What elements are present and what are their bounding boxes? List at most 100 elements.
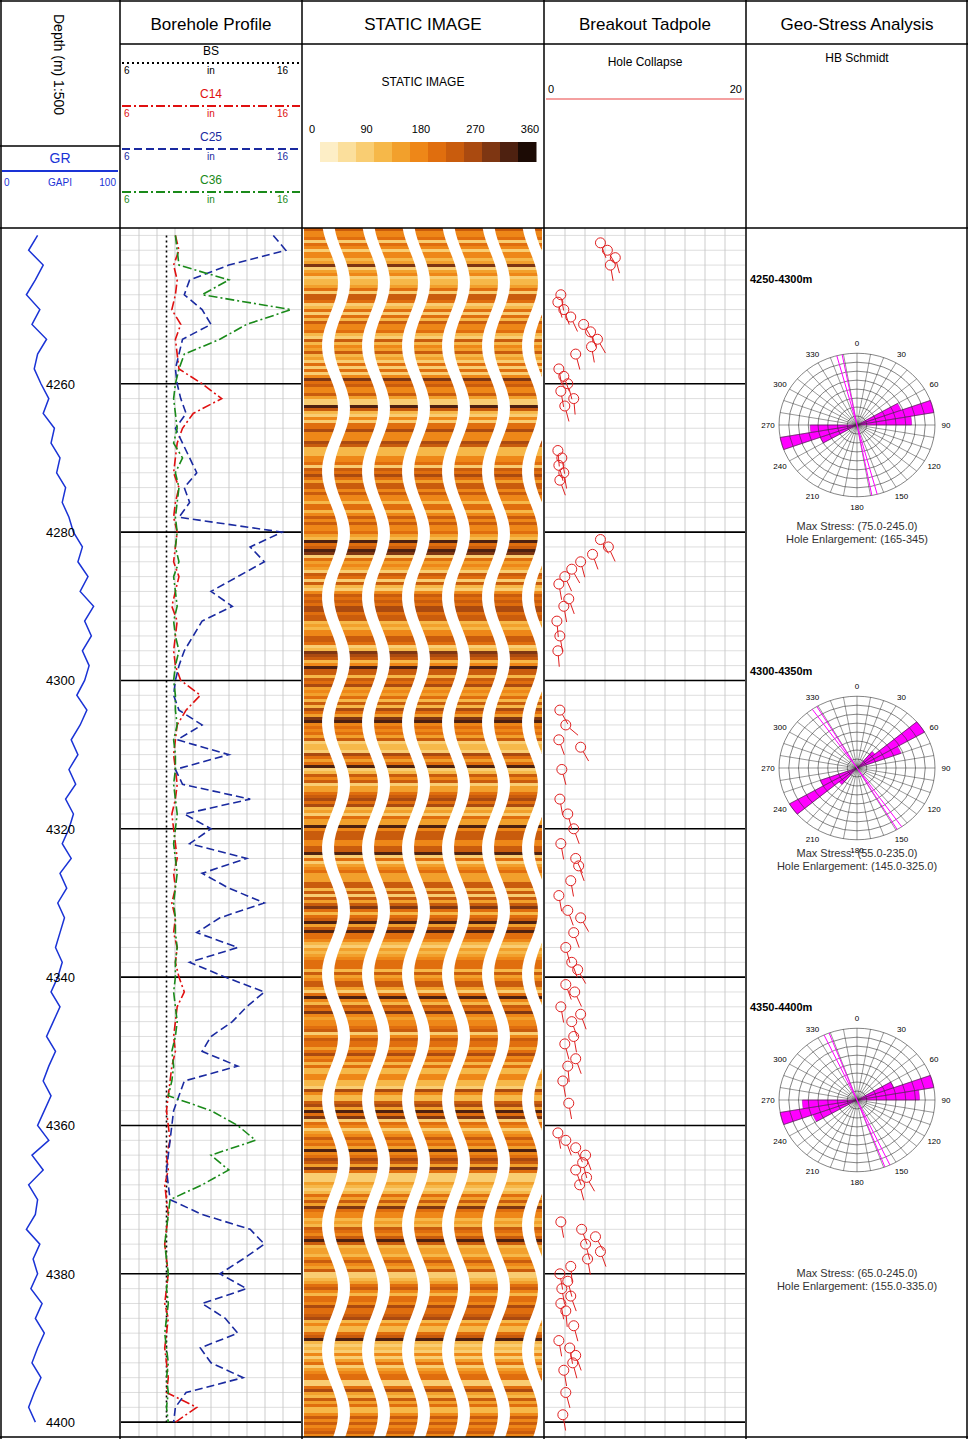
grid-line bbox=[121, 873, 301, 874]
grid-line bbox=[121, 695, 301, 696]
grid-line bbox=[545, 591, 745, 592]
tadpole-tail bbox=[562, 485, 566, 495]
grid-line bbox=[193, 228, 194, 1437]
image-stripe bbox=[304, 486, 542, 489]
tadpole-tail bbox=[562, 1227, 564, 1238]
tadpole-head bbox=[610, 253, 620, 263]
tadpole bbox=[575, 1180, 585, 1200]
image-stripe bbox=[304, 1215, 542, 1218]
rose-spoke bbox=[830, 358, 857, 425]
tadpole-head bbox=[576, 742, 586, 752]
curve bbox=[26, 235, 93, 1422]
well-log: Borehole ProfileSTATIC IMAGEBreakout Tad… bbox=[0, 0, 968, 1439]
grid-line bbox=[545, 1229, 745, 1230]
tadpole-head bbox=[558, 1410, 568, 1420]
grid-line bbox=[545, 680, 745, 681]
tadpole-tail bbox=[580, 974, 586, 984]
image-stripe bbox=[304, 1245, 542, 1248]
tadpole-head bbox=[566, 876, 576, 886]
rose-spoke bbox=[807, 1045, 857, 1100]
grid-line bbox=[121, 843, 301, 844]
image-stripe bbox=[304, 705, 542, 708]
grid-line bbox=[121, 1347, 301, 1348]
enlargement-line bbox=[842, 355, 857, 425]
grid-line bbox=[545, 635, 745, 636]
grid-line bbox=[121, 1184, 301, 1185]
rose-spoke bbox=[857, 353, 858, 425]
image-stripe bbox=[304, 1233, 542, 1236]
image-stripe bbox=[304, 975, 542, 978]
rose-spoke bbox=[818, 768, 857, 830]
tadpole-tail bbox=[592, 352, 594, 363]
tadpole-tail bbox=[602, 1256, 606, 1266]
grid-line bbox=[545, 279, 745, 280]
rose-spoke bbox=[857, 768, 907, 823]
grid-line bbox=[121, 932, 301, 933]
rose-tick-label: 90 bbox=[942, 764, 951, 773]
colorbar-swatch bbox=[392, 142, 411, 162]
rose-spoke bbox=[857, 1100, 858, 1172]
tadpole-tail bbox=[574, 574, 580, 584]
tick-label: 6 bbox=[124, 151, 130, 162]
image-stripe bbox=[304, 603, 542, 606]
header: Borehole ProfileSTATIC IMAGEBreakout Tad… bbox=[2, 14, 934, 205]
grid-line bbox=[121, 1095, 301, 1096]
tadpole bbox=[554, 735, 564, 755]
tadpole bbox=[563, 379, 573, 399]
grid-line bbox=[121, 250, 301, 251]
image-stripe bbox=[304, 723, 542, 726]
tadpole-head bbox=[553, 646, 563, 656]
tadpole-head bbox=[564, 594, 574, 604]
tadpole bbox=[566, 312, 578, 332]
legend-label: C36 bbox=[200, 173, 222, 187]
tadpole-tail bbox=[611, 270, 613, 281]
grid-line bbox=[545, 339, 745, 340]
rose-spoke bbox=[857, 379, 917, 425]
image-stripe bbox=[304, 957, 542, 960]
image-stripe bbox=[304, 969, 542, 972]
rose-spoke bbox=[857, 768, 935, 769]
rose-ring bbox=[779, 353, 935, 497]
image-stripe bbox=[304, 348, 542, 351]
image-stripe bbox=[304, 471, 542, 474]
grid-line bbox=[545, 665, 745, 666]
image-stripe bbox=[304, 618, 542, 621]
tadpole-head bbox=[554, 735, 564, 745]
rose-spoke bbox=[780, 768, 857, 780]
grid-line bbox=[665, 228, 666, 1437]
image-stripe bbox=[304, 330, 542, 333]
tadpole-tail bbox=[610, 551, 615, 561]
image-stripe bbox=[304, 1203, 542, 1206]
tadpole-tail bbox=[561, 744, 565, 754]
grid-line bbox=[545, 1214, 745, 1215]
rose-spoke bbox=[784, 425, 857, 450]
grid-line bbox=[545, 902, 745, 903]
grid-line bbox=[211, 228, 212, 1437]
enlargement-line bbox=[857, 1100, 890, 1165]
image-stripe bbox=[304, 612, 542, 615]
colorbar-tick: 360 bbox=[521, 123, 539, 135]
grid-line bbox=[121, 650, 301, 651]
tadpole-head bbox=[554, 891, 564, 901]
image-stripe bbox=[304, 609, 542, 612]
image-stripe bbox=[304, 345, 542, 348]
tadpole-head bbox=[553, 1128, 563, 1138]
tadpole-tail bbox=[563, 774, 566, 785]
image-stripe bbox=[304, 744, 542, 747]
grid-line bbox=[545, 1080, 745, 1081]
rose-spoke bbox=[818, 1100, 857, 1162]
grid-line bbox=[121, 917, 301, 918]
tadpole bbox=[576, 1009, 586, 1029]
tick-label: 20 bbox=[730, 83, 742, 95]
grid-line bbox=[545, 383, 745, 384]
tadpole-tail bbox=[594, 559, 598, 569]
major-grid-line bbox=[545, 1421, 745, 1423]
grid-line bbox=[545, 977, 745, 978]
rose-ring bbox=[779, 1028, 935, 1172]
grid-line bbox=[545, 650, 745, 651]
rose-ring bbox=[779, 696, 935, 840]
grid-line bbox=[121, 739, 301, 740]
grid-line bbox=[121, 784, 301, 785]
grid-line bbox=[725, 228, 726, 1437]
grid-line bbox=[545, 265, 745, 266]
